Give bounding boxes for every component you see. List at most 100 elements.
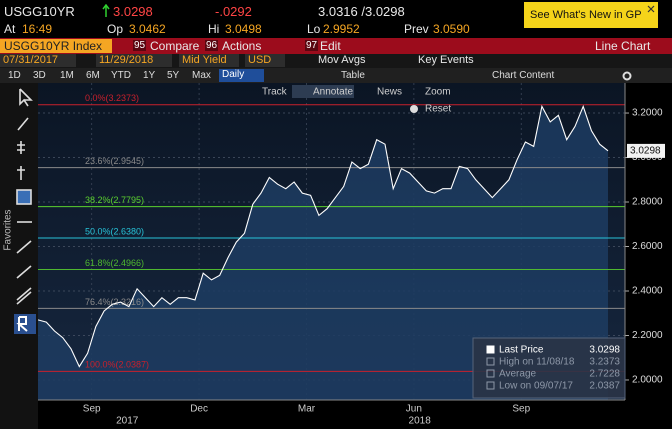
currency-select[interactable]: USD [245,54,285,67]
period[interactable]: YTD [111,70,131,81]
table-button[interactable]: Table [341,70,365,81]
quote-value: 3.0590 [433,22,470,36]
legend-box [472,337,626,399]
y-tick-label: 2.8000 [632,197,663,208]
period[interactable]: 1D [8,70,21,81]
quote-label: Op [107,22,124,36]
fib-label: 61.8%(2.4966) [85,258,144,268]
frequency-select[interactable]: Daily [219,69,264,82]
key-events[interactable]: Key Events [418,54,474,66]
trend-tool[interactable] [16,240,32,254]
x-tick-label: Jun [406,404,422,415]
quote-label: Lo [307,22,321,36]
legend-swatch [486,381,495,390]
year-label: 2018 [409,416,432,427]
y-tick-label: 2.0000 [632,375,663,386]
tool-annotate[interactable]: Annotate [313,87,353,98]
last-price: 3.0298 [113,4,153,19]
tool-news[interactable]: News [377,87,402,98]
r-glyph [16,316,28,332]
annotate-highlight [292,85,354,98]
menu-code: 96 [205,40,219,51]
period[interactable]: 6M [86,70,100,81]
legend-value: 3.2373 [589,357,620,368]
period[interactable]: 1Y [143,70,156,81]
legend-label: Last Price [499,345,544,356]
legend-value: 2.0387 [589,381,620,392]
ray-tool[interactable] [16,265,32,279]
ticker: USGG10YR [4,4,75,19]
cursor-tool[interactable] [19,88,33,107]
y-tick-label: 2.4000 [632,286,663,297]
period[interactable]: 3D [33,70,46,81]
quote-label: Hi [208,22,220,36]
fib-label: 38.2%(2.7795) [85,195,144,205]
menu-code: 97 [305,40,319,51]
last-value-tag [627,143,665,158]
security-field[interactable]: USGG10YR Index [0,39,112,53]
menu-item[interactable]: Compare [150,39,200,53]
field-select[interactable]: Mid Yield [179,54,239,67]
channel-tool[interactable] [16,287,32,305]
settings-icon[interactable] [622,71,632,81]
legend-label: Low on 09/07/17 [499,381,573,392]
mov-avgs[interactable]: Mov Avgs [318,54,366,66]
period[interactable]: Max [192,70,211,81]
legend-label: Average [499,369,537,380]
period-bar: 1D 3D 1M 6M YTD 1Y 5Y Max Daily Table Ch… [0,68,672,83]
x-tick-label: Sep [83,404,101,415]
y-tick-label: 3.2000 [632,108,663,119]
quote-value: 16:49 [22,22,53,36]
candle-tool[interactable] [16,189,32,205]
quote-label: At [4,22,16,36]
favorites-label: Favorites [3,209,14,250]
y-tick-label: 2.6000 [632,241,663,252]
reset-icon [410,105,418,113]
close-icon[interactable] [647,5,655,13]
up-arrow [102,4,110,17]
quote-value: 3.0462 [129,22,166,36]
series-line [37,104,609,368]
x-tick-label: Mar [298,404,316,415]
fib-label: 50.0%(2.6380) [85,226,144,236]
pen-tool[interactable] [17,117,29,131]
net-change: -.0292 [215,4,252,19]
tool-zoom[interactable]: Zoom [425,87,451,98]
fib-label: 100.0%(2.0387) [85,360,149,370]
chart-content-button[interactable]: Chart Content [492,70,555,81]
legend-value: 3.0298 [589,345,620,356]
x-tick-label: Dec [190,404,208,415]
whats-new-banner[interactable]: See What's New in GP [524,2,658,28]
dollar-tool[interactable] [17,166,25,180]
menu-item[interactable]: Actions [222,39,262,53]
year-label: 2017 [116,416,139,427]
end-date[interactable]: 11/29/2018 [96,54,172,67]
tool-reset[interactable]: Reset [425,104,451,115]
y-tick-label: 2.2000 [632,330,663,341]
menu-code: 95 [133,40,147,51]
last-value-label: 3.0298 [630,146,661,157]
bid-ask: 3.0316 /3.0298 [318,4,405,19]
quote-value: 3.0498 [225,22,262,36]
menu-bar: USGG10YR Index 95 Compare 96 Actions 97 … [0,38,672,54]
view-name: Line Chart [595,39,651,53]
quote-row: At 16:49 Op 3.0462 Hi 3.0498 Lo 2.9952 P… [0,21,672,37]
fib-label: 0.0%(3.2373) [85,93,139,103]
percent-tool[interactable] [17,141,25,154]
legend-swatch [486,369,495,378]
tool-track[interactable]: Track [262,87,288,98]
start-date[interactable]: 07/31/2017 [0,54,76,67]
series-area [38,106,608,401]
fib-label: 23.6%(2.9545) [85,156,144,166]
legend-swatch [486,357,495,366]
period[interactable]: 5Y [167,70,180,81]
period[interactable]: 1M [60,70,74,81]
legend-swatch [486,345,495,354]
fib-label: 76.4%(2.3216) [85,297,144,307]
sidebar [0,83,38,429]
menu-item[interactable]: Edit [320,39,341,53]
whats-new-text[interactable]: See What's New in GP [530,9,642,21]
settings-bar: 07/31/2017 11/29/2018 Mid Yield USD Mov … [0,54,672,68]
